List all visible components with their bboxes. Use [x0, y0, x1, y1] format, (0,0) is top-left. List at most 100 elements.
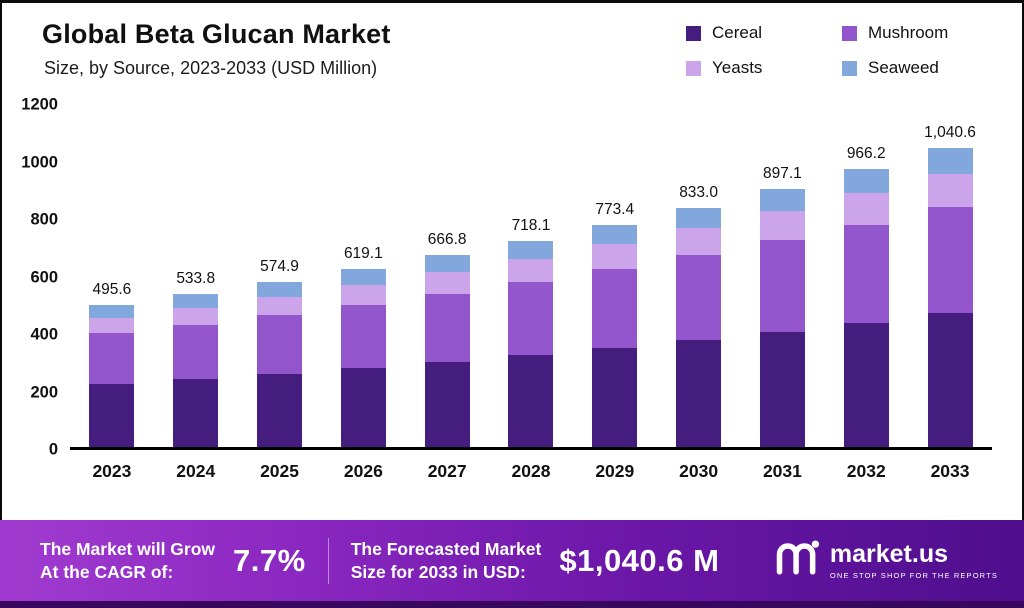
bar-stack — [676, 207, 722, 447]
bar-segment-yeasts — [592, 244, 638, 270]
bar-segment-yeasts — [173, 307, 219, 325]
cagr-label: The Market will Grow At the CAGR of: — [40, 538, 215, 584]
bar-group-2024: 533.8 — [154, 105, 238, 447]
x-axis-label-2031: 2031 — [762, 461, 802, 481]
bar-segment-mushroom — [424, 293, 470, 362]
legend: Cereal Mushroom Yeasts Seaweed — [686, 23, 994, 78]
legend-item-cereal: Cereal — [686, 23, 834, 43]
x-axis-label-2023: 2023 — [92, 461, 132, 481]
brand-text: market.us ONE STOP SHOP FOR THE REPORTS — [829, 539, 998, 580]
x-axis-label-2026: 2026 — [343, 461, 383, 481]
forecast-value: $1,040.6 M — [559, 542, 720, 578]
bar-segment-cereal — [173, 378, 219, 447]
bar-segment-seaweed — [843, 169, 889, 194]
bar-segment-cereal — [508, 355, 554, 447]
bar-total-label: 833.0 — [679, 183, 718, 201]
bar-segment-cereal — [759, 331, 805, 447]
bar-segment-cereal — [257, 373, 303, 447]
bar-segment-yeasts — [676, 228, 722, 256]
bar-segment-mushroom — [508, 281, 554, 355]
bar-segment-cereal — [340, 367, 386, 447]
legend-label: Mushroom — [868, 23, 949, 42]
bar-stack — [340, 269, 386, 447]
bar-segment-seaweed — [927, 147, 973, 174]
cagr-label-line2: At the CAGR of: — [40, 561, 174, 582]
y-tick-label: 1000 — [21, 153, 58, 171]
bar-group-2025: 574.9 — [238, 105, 322, 447]
bar-segment-mushroom — [759, 240, 805, 332]
legend-label: Yeasts — [712, 58, 763, 77]
bar-total-label: 495.6 — [92, 280, 132, 298]
legend-swatch-seaweed — [842, 60, 857, 76]
bar-segment-yeasts — [508, 258, 554, 282]
bar-segment-mushroom — [676, 255, 722, 341]
market-us-logo-icon — [774, 537, 820, 584]
bar-segment-cereal — [843, 322, 889, 447]
bar-stack — [173, 293, 219, 447]
y-tick-label: 200 — [30, 383, 58, 401]
chart-panel: Global Beta Glucan Market Size, by Sourc… — [0, 0, 1024, 520]
plot-area: 495.6 533.8 574.9 619.1 666.8 718.1 773.4 833.0… — [70, 105, 992, 450]
x-axis-label-2027: 2027 — [427, 461, 467, 481]
brand-tagline: ONE STOP SHOP FOR THE REPORTS — [829, 570, 998, 580]
banner-divider — [327, 537, 329, 584]
bar-total-label: 897.1 — [763, 165, 802, 183]
bar-stack — [424, 255, 470, 447]
bar-group-2031: 897.1 — [741, 105, 825, 447]
bar-total-label: 718.1 — [511, 216, 551, 234]
bar-segment-seaweed — [424, 255, 470, 273]
x-axis-label-2032: 2032 — [846, 461, 886, 481]
bar-total-label: 1,040.6 — [924, 123, 976, 141]
chart-title: Global Beta Glucan Market — [42, 19, 391, 49]
forecast-label-line1: The Forecasted Market — [350, 538, 542, 559]
cagr-label-line1: The Market will Grow — [40, 538, 216, 559]
x-axis-label-2029: 2029 — [595, 461, 635, 481]
bar-segment-seaweed — [340, 269, 386, 285]
forecast-label: The Forecasted Market Size for 2033 in U… — [351, 538, 542, 584]
x-axis-label-2030: 2030 — [679, 461, 719, 481]
forecast-label-line2: Size for 2033 in USD: — [350, 561, 526, 582]
bar-segment-yeasts — [759, 211, 805, 241]
brand-name: market.us — [829, 539, 949, 568]
bar-segment-seaweed — [89, 304, 135, 318]
bar-segment-yeasts — [424, 272, 470, 294]
y-tick-label: 600 — [30, 268, 58, 286]
bar-segment-mushroom — [173, 324, 219, 379]
bar-segment-mushroom — [592, 269, 638, 348]
bar-segment-seaweed — [759, 189, 805, 212]
bar-total-label: 666.8 — [427, 231, 467, 249]
y-tick-label: 0 — [48, 440, 58, 459]
bar-group-2029: 773.4 — [573, 105, 657, 447]
bar-segment-yeasts — [843, 193, 889, 225]
banner: The Market will Grow At the CAGR of: 7.7… — [0, 520, 1024, 608]
legend-swatch-mushroom — [842, 25, 857, 41]
bar-stack — [592, 224, 638, 447]
bar-group-2026: 619.1 — [321, 105, 405, 447]
bar-segment-mushroom — [927, 207, 973, 314]
bar-segment-seaweed — [676, 207, 722, 229]
bar-total-label: 533.8 — [176, 269, 216, 287]
bar-segment-yeasts — [257, 296, 303, 316]
bar-segment-mushroom — [89, 333, 135, 384]
bar-segment-seaweed — [257, 281, 303, 297]
bar-group-2033: 1,040.6 — [908, 105, 992, 447]
bar-stack — [759, 189, 805, 447]
cagr-value: 7.7% — [233, 542, 306, 578]
bar-segment-seaweed — [173, 293, 219, 308]
chart: 0 200 400 600 800 1000 1200 495.6 533.8 574.9 619… — [2, 79, 1022, 482]
bar-group-2027: 666.8 — [405, 105, 489, 447]
plot-column: 495.6 533.8 574.9 619.1 666.8 718.1 773.4 833.0… — [70, 105, 992, 482]
bar-total-label: 574.9 — [260, 257, 299, 275]
bar-segment-mushroom — [340, 304, 386, 368]
legend-swatch-cereal — [686, 25, 701, 41]
bar-group-2023: 495.6 — [70, 105, 154, 447]
bar-total-label: 966.2 — [846, 145, 886, 163]
bar-group-2032: 966.2 — [824, 105, 908, 447]
bar-stack — [257, 281, 303, 447]
bar-segment-seaweed — [508, 240, 554, 259]
bar-segment-cereal — [927, 313, 973, 447]
bar-group-2028: 718.1 — [489, 105, 573, 447]
y-tick-label: 400 — [30, 325, 58, 344]
x-axis-label-2033: 2033 — [930, 461, 970, 481]
